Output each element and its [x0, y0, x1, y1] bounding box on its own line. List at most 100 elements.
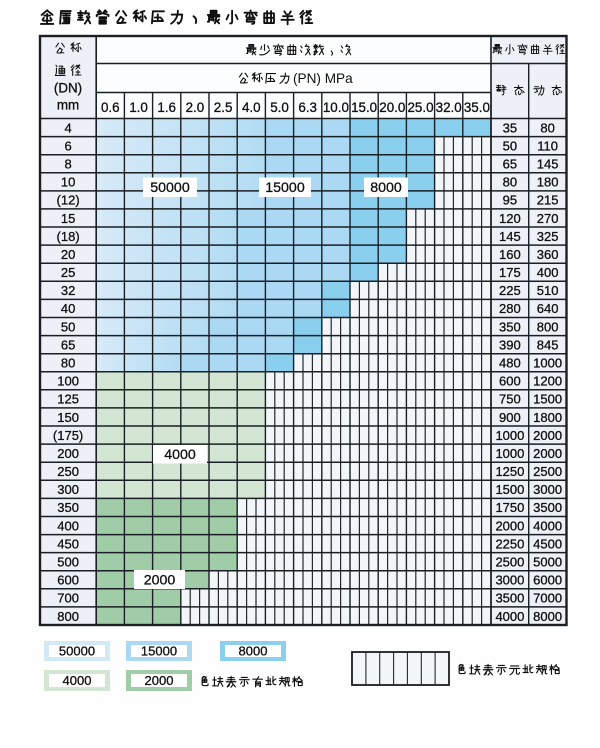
svg-text:640: 640 — [537, 301, 559, 316]
svg-text:(12): (12) — [57, 193, 80, 208]
svg-text:(175): (175) — [53, 428, 83, 443]
svg-text:125: 125 — [57, 392, 79, 407]
svg-text:215: 215 — [537, 193, 559, 208]
svg-text:250: 250 — [57, 464, 79, 479]
svg-text:8000: 8000 — [533, 609, 562, 624]
svg-text:390: 390 — [499, 337, 521, 352]
svg-text:80: 80 — [61, 356, 75, 371]
svg-text:10: 10 — [61, 175, 75, 190]
svg-text:5000: 5000 — [533, 555, 562, 570]
svg-text:3000: 3000 — [495, 573, 524, 588]
svg-text:50: 50 — [503, 138, 517, 153]
svg-text:1800: 1800 — [533, 410, 562, 425]
svg-text:50000: 50000 — [150, 180, 190, 196]
svg-text:15.0: 15.0 — [351, 100, 377, 115]
svg-text:360: 360 — [537, 247, 559, 262]
svg-text:8: 8 — [64, 157, 71, 172]
svg-text:6: 6 — [64, 138, 71, 153]
svg-text:3000: 3000 — [533, 482, 562, 497]
svg-text:8000: 8000 — [239, 644, 268, 659]
svg-text:2.5: 2.5 — [214, 100, 233, 115]
svg-text:(18): (18) — [57, 229, 80, 244]
svg-text:5.0: 5.0 — [270, 100, 289, 115]
svg-text:7000: 7000 — [533, 591, 562, 606]
svg-text:4.0: 4.0 — [242, 100, 261, 115]
svg-text:6000: 6000 — [533, 573, 562, 588]
svg-text:2000: 2000 — [533, 446, 562, 461]
svg-text:2000: 2000 — [533, 428, 562, 443]
svg-text:1000: 1000 — [495, 446, 524, 461]
svg-text:50: 50 — [61, 319, 75, 334]
svg-text:15000: 15000 — [141, 644, 177, 659]
svg-text:(DN): (DN) — [54, 81, 82, 96]
svg-text:25.0: 25.0 — [407, 100, 433, 115]
svg-text:3500: 3500 — [495, 591, 524, 606]
svg-text:225: 225 — [499, 283, 521, 298]
svg-text:1.6: 1.6 — [157, 100, 176, 115]
svg-text:2000: 2000 — [144, 572, 176, 588]
svg-text:750: 750 — [499, 392, 521, 407]
svg-text:800: 800 — [57, 609, 79, 624]
svg-text:350: 350 — [57, 500, 79, 515]
svg-text:65: 65 — [503, 157, 517, 172]
svg-text:175: 175 — [499, 265, 521, 280]
svg-text:300: 300 — [57, 482, 79, 497]
svg-text:325: 325 — [537, 229, 559, 244]
svg-text:25: 25 — [61, 265, 75, 280]
svg-text:700: 700 — [57, 591, 79, 606]
svg-text:15000: 15000 — [265, 180, 305, 196]
svg-text:1200: 1200 — [533, 374, 562, 389]
svg-text:50000: 50000 — [59, 644, 95, 659]
svg-text:95: 95 — [503, 193, 517, 208]
svg-text:4000: 4000 — [533, 518, 562, 533]
svg-text:2.0: 2.0 — [186, 100, 205, 115]
svg-text:500: 500 — [57, 555, 79, 570]
svg-text:2000: 2000 — [495, 518, 524, 533]
svg-text:4500: 4500 — [533, 536, 562, 551]
svg-text:35: 35 — [503, 120, 517, 135]
svg-text:4000: 4000 — [63, 673, 92, 688]
svg-text:10.0: 10.0 — [323, 100, 349, 115]
svg-text:800: 800 — [537, 319, 559, 334]
svg-text:600: 600 — [57, 573, 79, 588]
svg-text:80: 80 — [503, 175, 517, 190]
svg-text:6.3: 6.3 — [298, 100, 317, 115]
svg-text:1000: 1000 — [495, 428, 524, 443]
svg-text:2250: 2250 — [495, 536, 524, 551]
svg-text:480: 480 — [499, 356, 521, 371]
svg-text:270: 270 — [537, 211, 559, 226]
svg-text:145: 145 — [499, 229, 521, 244]
svg-text:(PN) MPa: (PN) MPa — [293, 71, 353, 86]
svg-text:65: 65 — [61, 337, 75, 352]
svg-text:200: 200 — [57, 446, 79, 461]
svg-text:3500: 3500 — [533, 500, 562, 515]
svg-text:40: 40 — [61, 301, 75, 316]
svg-text:1750: 1750 — [495, 500, 524, 515]
svg-text:110: 110 — [537, 138, 558, 153]
svg-text:2500: 2500 — [533, 464, 562, 479]
svg-text:120: 120 — [499, 211, 521, 226]
svg-text:1500: 1500 — [533, 392, 562, 407]
svg-text:20.0: 20.0 — [379, 100, 405, 115]
svg-text:280: 280 — [499, 301, 521, 316]
svg-text:32: 32 — [61, 283, 75, 298]
svg-text:400: 400 — [537, 265, 559, 280]
svg-text:mm: mm — [57, 98, 79, 113]
svg-text:400: 400 — [57, 518, 79, 533]
svg-text:4000: 4000 — [164, 447, 196, 463]
svg-text:180: 180 — [537, 175, 559, 190]
svg-text:100: 100 — [57, 374, 79, 389]
svg-text:350: 350 — [499, 319, 521, 334]
svg-text:1000: 1000 — [533, 356, 562, 371]
svg-text:600: 600 — [499, 374, 521, 389]
svg-text:0.6: 0.6 — [101, 100, 120, 115]
svg-text:450: 450 — [57, 536, 79, 551]
svg-text:8000: 8000 — [370, 180, 402, 196]
svg-text:1500: 1500 — [495, 482, 524, 497]
svg-text:2000: 2000 — [145, 673, 174, 688]
svg-text:15: 15 — [61, 211, 75, 226]
svg-text:845: 845 — [537, 337, 559, 352]
svg-text:510: 510 — [537, 283, 559, 298]
svg-text:900: 900 — [499, 410, 521, 425]
svg-text:150: 150 — [57, 410, 79, 425]
